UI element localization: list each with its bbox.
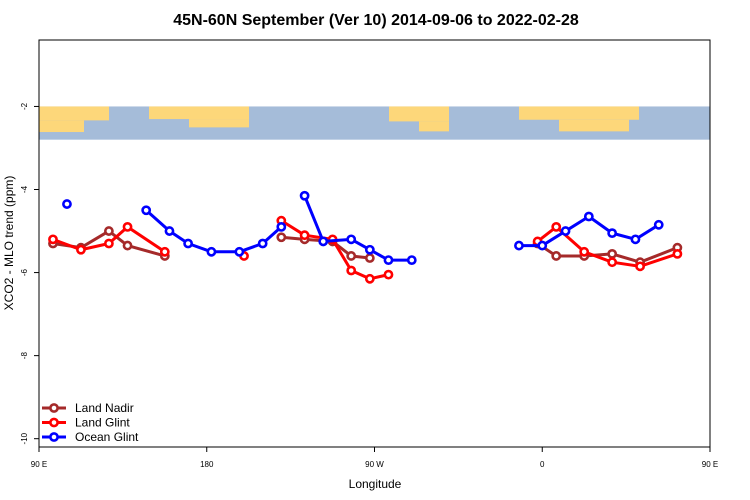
data-point bbox=[62, 199, 72, 209]
x-tick-label: 90 W bbox=[365, 460, 384, 469]
data-point bbox=[514, 240, 524, 251]
map-land bbox=[39, 106, 109, 121]
data-point bbox=[122, 240, 133, 251]
world-map-band bbox=[39, 106, 710, 140]
y-axis-label: XCO2 - MLO trend (ppm) bbox=[2, 176, 16, 311]
data-point bbox=[653, 219, 664, 230]
legend-item-land-glint: Land Glint bbox=[42, 416, 130, 430]
legend-label: Land Glint bbox=[75, 416, 130, 430]
map-land bbox=[519, 106, 639, 120]
x-tick-label: 0 bbox=[540, 460, 545, 469]
data-point bbox=[276, 232, 287, 243]
data-point bbox=[672, 248, 683, 259]
data-point bbox=[607, 228, 618, 239]
series-line bbox=[303, 195, 412, 262]
data-point bbox=[346, 265, 357, 276]
data-point bbox=[299, 230, 310, 241]
data-point bbox=[364, 273, 375, 284]
y-axis: -2 -4 -6 -8 -10 bbox=[20, 102, 39, 444]
legend-marker bbox=[49, 417, 59, 428]
x-tick-label: 90 E bbox=[31, 460, 47, 469]
data-point bbox=[383, 255, 394, 266]
x-axis: 90 E 180 90 W 0 90 E bbox=[31, 447, 718, 469]
map-land bbox=[39, 120, 84, 133]
y-tick-label: -4 bbox=[20, 185, 29, 193]
data-point bbox=[560, 226, 571, 236]
data-point bbox=[635, 261, 646, 272]
map-land bbox=[419, 121, 449, 132]
plot-frame bbox=[38, 39, 711, 448]
data-point bbox=[48, 234, 58, 245]
data-point bbox=[318, 236, 329, 247]
data-point bbox=[583, 211, 594, 222]
series-ocean-glint bbox=[62, 190, 664, 266]
legend-marker bbox=[49, 432, 59, 442]
data-point bbox=[630, 234, 641, 245]
data-point bbox=[406, 255, 417, 266]
data-point bbox=[257, 238, 268, 249]
data-point bbox=[234, 246, 245, 257]
map-land bbox=[559, 119, 629, 132]
data-point bbox=[103, 226, 114, 236]
data-point bbox=[346, 234, 357, 245]
data-point bbox=[141, 205, 152, 216]
map-land bbox=[149, 106, 249, 120]
data-point bbox=[551, 221, 562, 232]
data-point bbox=[159, 246, 170, 257]
data-point bbox=[299, 190, 310, 201]
x-tick-label: 90 E bbox=[702, 460, 718, 469]
data-point bbox=[346, 251, 357, 261]
data-point bbox=[364, 253, 375, 263]
y-tick-label: -10 bbox=[20, 432, 29, 444]
data-point bbox=[76, 244, 86, 255]
data-point bbox=[164, 226, 175, 236]
data-point bbox=[607, 257, 618, 268]
chart-title: 45N-60N September (Ver 10) 2014-09-06 to… bbox=[173, 12, 579, 29]
data-point bbox=[276, 221, 287, 232]
y-tick-label: -6 bbox=[20, 268, 29, 276]
data-point bbox=[537, 240, 548, 251]
data-point bbox=[607, 248, 618, 259]
legend-label: Land Nadir bbox=[75, 401, 134, 415]
data-point bbox=[103, 238, 114, 249]
data-point bbox=[183, 238, 194, 249]
data-point bbox=[579, 246, 590, 257]
y-tick-label: -8 bbox=[20, 352, 29, 360]
legend-item-land-nadir: Land Nadir bbox=[42, 401, 134, 415]
map-land bbox=[189, 119, 249, 128]
x-tick-label: 180 bbox=[200, 460, 214, 469]
data-point bbox=[383, 269, 394, 280]
data-point bbox=[364, 244, 375, 255]
data-point bbox=[122, 221, 133, 232]
x-axis-label: Longitude bbox=[349, 477, 402, 491]
data-point bbox=[206, 246, 217, 257]
data-point bbox=[551, 251, 562, 261]
legend-item-ocean-glint: Ocean Glint bbox=[42, 430, 139, 444]
legend-marker bbox=[49, 403, 59, 413]
map-land bbox=[389, 106, 449, 122]
legend-label: Ocean Glint bbox=[75, 430, 139, 444]
y-tick-label: -2 bbox=[20, 102, 29, 110]
